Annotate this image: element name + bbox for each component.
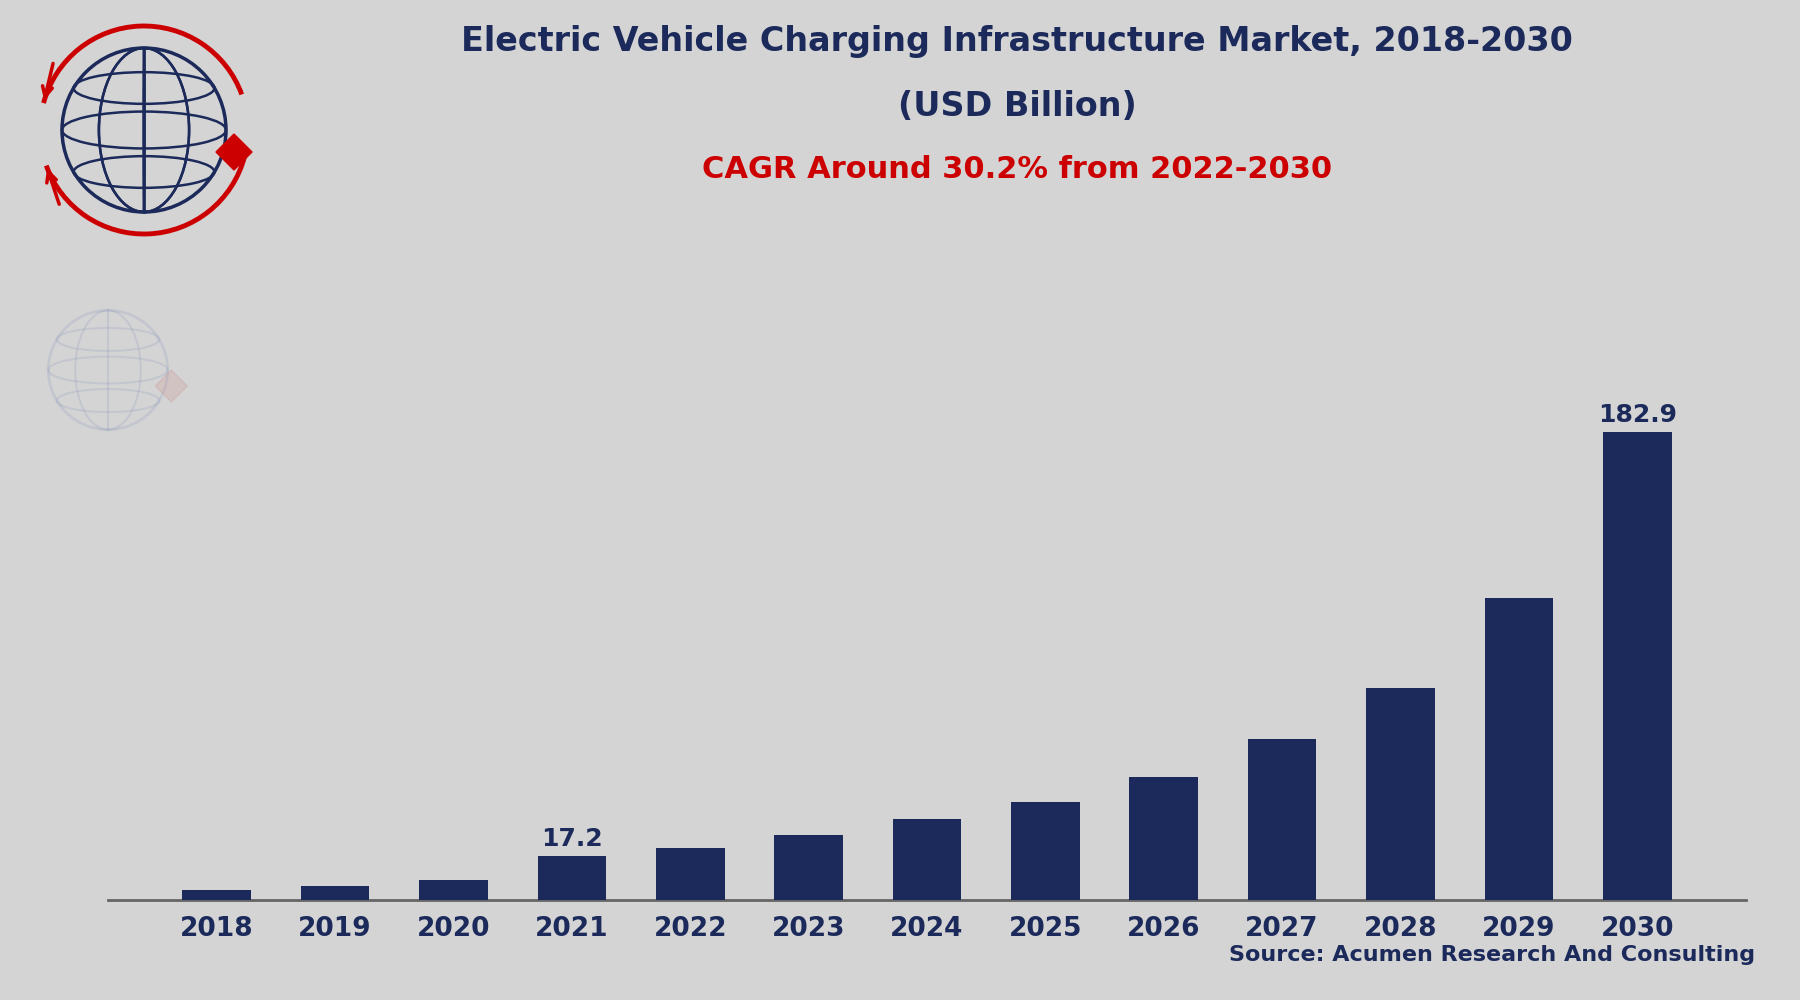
Text: CAGR Around 30.2% from 2022-2030: CAGR Around 30.2% from 2022-2030: [702, 155, 1332, 184]
Text: Electric Vehicle Charging Infrastructure Market, 2018-2030: Electric Vehicle Charging Infrastructure…: [461, 25, 1573, 58]
Bar: [1366, 688, 1435, 900]
Bar: [893, 819, 961, 900]
Text: 17.2: 17.2: [542, 827, 603, 851]
Text: (USD Billion): (USD Billion): [898, 90, 1136, 123]
Bar: [1129, 777, 1199, 900]
Polygon shape: [216, 134, 252, 170]
Polygon shape: [155, 370, 187, 402]
Bar: [1012, 802, 1080, 900]
Bar: [419, 880, 488, 900]
Text: Source: Acumen Research And Consulting: Source: Acumen Research And Consulting: [1229, 945, 1755, 965]
Bar: [774, 835, 842, 900]
Bar: [1485, 598, 1553, 900]
Bar: [1602, 432, 1672, 900]
Bar: [538, 856, 607, 900]
Text: 182.9: 182.9: [1598, 403, 1678, 427]
Bar: [1247, 739, 1316, 900]
Bar: [655, 848, 725, 900]
Bar: [301, 886, 369, 900]
Bar: [182, 890, 252, 900]
